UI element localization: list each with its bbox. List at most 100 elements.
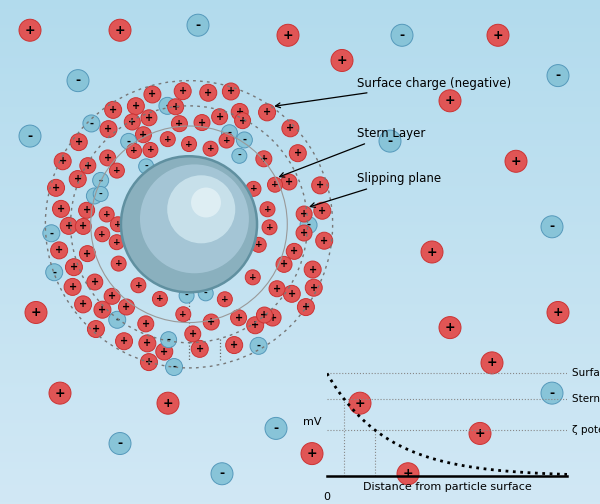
Text: -: - (274, 422, 278, 435)
Circle shape (121, 156, 257, 292)
Text: +: + (164, 135, 172, 144)
Text: +: + (250, 184, 257, 194)
Text: +: + (310, 283, 318, 293)
Circle shape (439, 90, 461, 112)
Text: +: + (163, 397, 173, 410)
Circle shape (203, 314, 219, 330)
Text: -: - (227, 128, 232, 138)
Text: -: - (550, 220, 554, 233)
Text: +: + (189, 329, 197, 339)
Text: -: - (92, 191, 97, 201)
Text: +: + (31, 306, 41, 319)
Circle shape (75, 218, 91, 234)
Text: -: - (220, 467, 224, 480)
Text: +: + (308, 265, 317, 275)
Text: +: + (223, 136, 230, 145)
Circle shape (203, 141, 218, 156)
Text: +: + (427, 245, 437, 259)
Circle shape (124, 114, 140, 130)
Text: +: + (79, 299, 87, 309)
Text: +: + (285, 177, 293, 187)
Text: +: + (271, 180, 279, 189)
Circle shape (176, 307, 191, 322)
Circle shape (314, 202, 331, 219)
Circle shape (19, 19, 41, 41)
Circle shape (86, 188, 103, 204)
Text: -: - (242, 135, 247, 145)
Circle shape (541, 382, 563, 404)
Text: -: - (76, 74, 80, 87)
Text: +: + (263, 107, 271, 117)
Circle shape (397, 463, 419, 485)
Text: +: + (294, 148, 302, 158)
Circle shape (268, 177, 283, 192)
Circle shape (94, 301, 111, 318)
Circle shape (70, 134, 87, 151)
Text: +: + (109, 105, 117, 115)
Text: +: + (280, 260, 288, 269)
Circle shape (481, 352, 503, 374)
Circle shape (172, 115, 187, 132)
Text: +: + (185, 140, 193, 149)
Circle shape (144, 86, 161, 103)
Circle shape (80, 158, 96, 174)
Circle shape (256, 307, 272, 323)
Text: +: + (251, 320, 259, 330)
Text: +: + (445, 321, 455, 334)
Text: -: - (99, 190, 103, 199)
Circle shape (46, 264, 63, 281)
Circle shape (296, 206, 312, 222)
Circle shape (379, 130, 401, 152)
Circle shape (159, 97, 176, 114)
Circle shape (300, 217, 317, 233)
Circle shape (138, 316, 154, 332)
Circle shape (95, 227, 110, 242)
Circle shape (167, 99, 184, 115)
Text: +: + (172, 102, 180, 112)
Circle shape (187, 14, 209, 36)
Circle shape (211, 463, 233, 485)
Text: +: + (283, 29, 293, 42)
Circle shape (259, 104, 275, 121)
Text: +: + (290, 246, 298, 257)
Circle shape (143, 143, 158, 157)
Text: +: + (475, 427, 485, 440)
Text: +: + (302, 302, 310, 312)
Circle shape (198, 286, 213, 301)
Circle shape (100, 120, 117, 138)
Circle shape (200, 84, 217, 101)
Text: +: + (286, 123, 295, 134)
Text: +: + (108, 291, 116, 301)
Text: +: + (227, 87, 235, 96)
Circle shape (281, 174, 297, 190)
Text: +: + (115, 259, 122, 268)
Circle shape (212, 109, 227, 125)
Text: +: + (493, 29, 503, 42)
Text: +: + (260, 310, 269, 320)
Text: -: - (28, 130, 32, 143)
Circle shape (289, 145, 307, 162)
Text: +: + (553, 306, 563, 319)
Text: +: + (91, 277, 99, 287)
Text: -: - (144, 162, 148, 171)
Text: +: + (249, 273, 257, 282)
Text: +: + (25, 24, 35, 37)
Text: +: + (83, 205, 91, 215)
Text: -: - (167, 335, 170, 345)
Text: +: + (266, 223, 274, 232)
Text: +: + (55, 245, 63, 256)
Text: +: + (74, 174, 82, 184)
Circle shape (421, 241, 443, 263)
Circle shape (286, 243, 302, 260)
Circle shape (157, 392, 179, 414)
Text: -: - (118, 437, 122, 450)
Circle shape (99, 207, 114, 222)
Circle shape (232, 148, 247, 163)
Text: -: - (127, 137, 131, 146)
Text: +: + (263, 205, 271, 214)
Text: +: + (142, 319, 150, 329)
Text: +: + (122, 302, 131, 312)
Text: -: - (52, 267, 56, 277)
Circle shape (100, 150, 116, 166)
Circle shape (109, 19, 131, 41)
